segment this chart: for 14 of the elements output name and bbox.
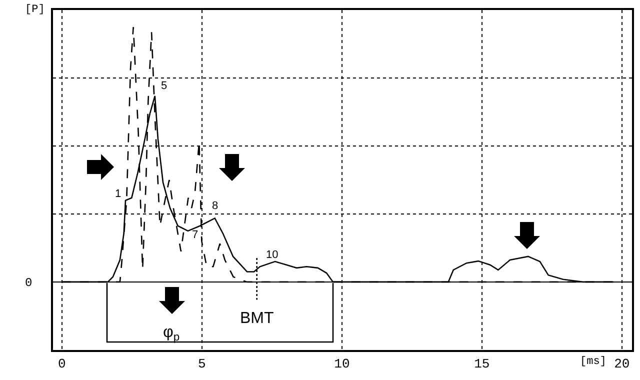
x-tick-label: 20 [614,356,630,372]
annotation: 1 [115,188,122,200]
annotation: 8 [212,200,218,212]
x-tick-label: 0 [58,356,66,372]
x-tick-label: 10 [334,356,350,372]
annotation: 5 [161,80,168,92]
annotation: 10 [266,249,278,261]
x-tick-label: 5 [198,356,206,372]
x-axis-title: [ms] [580,356,606,368]
x-tick-label: 15 [474,356,490,372]
y-axis-title: [P] [25,4,45,16]
annotation: 7 [192,229,198,241]
text: 0 [25,276,32,290]
text: BMT [240,310,274,327]
